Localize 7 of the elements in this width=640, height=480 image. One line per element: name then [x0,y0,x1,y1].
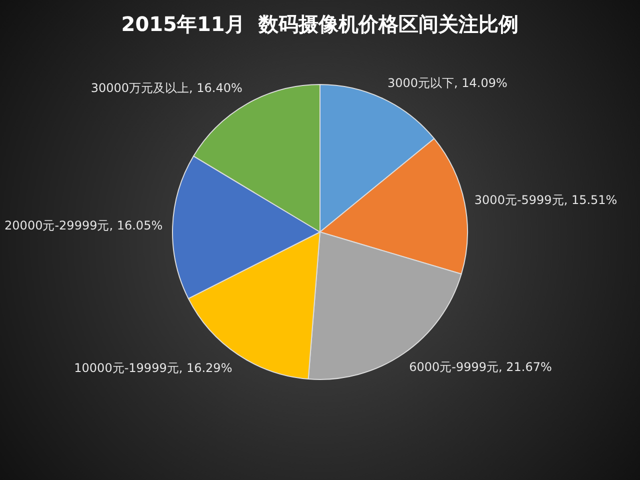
slice-label: 3000元-5999元, 15.51% [474,193,618,208]
slice-label: 10000元-19999元, 16.29% [74,360,232,375]
slice-label: 30000万元及以上, 16.40% [90,81,242,96]
slice-label: 3000元以下, 14.09% [387,76,508,90]
chart-title: 2015年11月 数码摄像机价格区间关注比例 [121,12,519,36]
slice-label: 6000元-9999元, 21.67% [409,360,552,374]
slice-label: 20000元-29999元, 16.05% [4,218,163,232]
